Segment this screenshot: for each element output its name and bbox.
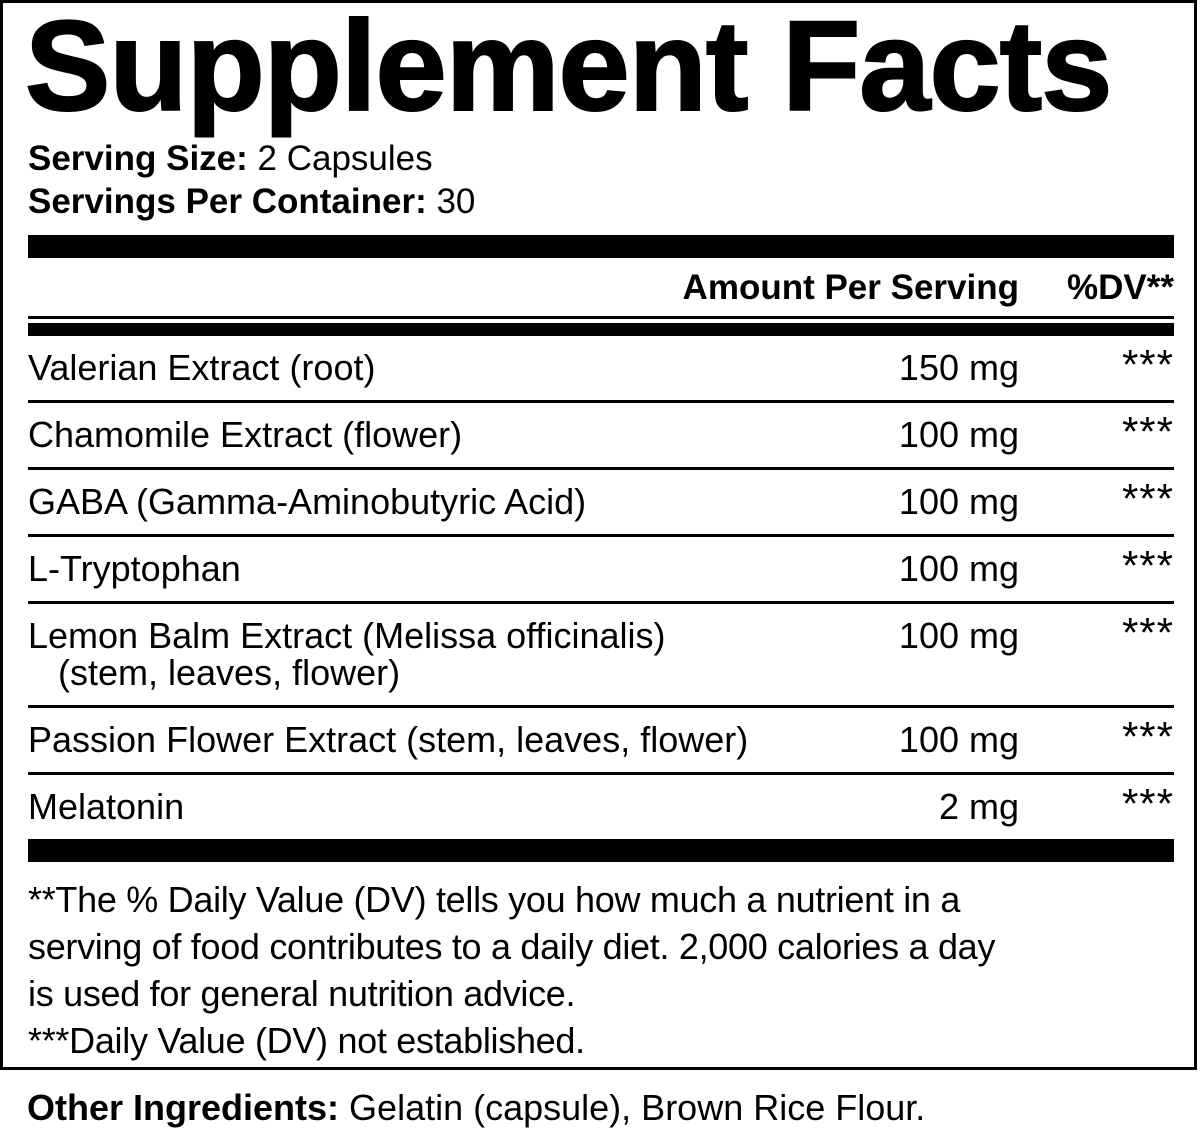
- divider-bar-top: [28, 235, 1174, 258]
- ingredient-dv: ***: [1121, 609, 1174, 656]
- other-ingredients-value: Gelatin (capsule), Brown Rice Flour.: [349, 1087, 926, 1128]
- table-row: GABA (Gamma-Aminobutyric Acid) 100 mg **…: [28, 470, 1174, 537]
- table-row: Melatonin 2 mg ***: [28, 775, 1174, 839]
- ingredient-name: Chamomile Extract (flower): [28, 416, 879, 453]
- ingredient-amount: 100 mg: [898, 414, 1019, 455]
- ingredient-dv: ***: [1121, 408, 1174, 455]
- ingredient-name-sub: (stem, leaves, flower): [58, 652, 401, 693]
- ingredient-name-text: L-Tryptophan: [28, 548, 241, 589]
- ingredient-amount: 100 mg: [898, 615, 1019, 656]
- table-row: Valerian Extract (root) 150 mg ***: [28, 336, 1174, 403]
- dv-not-established-note: ***Daily Value (DV) not established.: [28, 1020, 585, 1061]
- ingredient-name: Lemon Balm Extract (Melissa officinalis)…: [28, 617, 879, 691]
- serving-size-line: Serving Size: 2 Capsules: [28, 137, 1174, 180]
- divider-bar-header: [28, 323, 1174, 336]
- table-row: Passion Flower Extract (stem, leaves, fl…: [28, 708, 1174, 775]
- ingredient-name-text: Lemon Balm Extract (Melissa officinalis): [28, 615, 666, 656]
- ingredient-name-text: Melatonin: [28, 786, 185, 827]
- amount-per-serving-header: Amount Per Serving: [682, 268, 1019, 307]
- ingredient-name-text: Valerian Extract (root): [28, 347, 376, 388]
- ingredient-dv: ***: [1121, 341, 1174, 388]
- ingredient-table: Valerian Extract (root) 150 mg *** Chamo…: [28, 336, 1174, 839]
- ingredient-amount: 2 mg: [938, 786, 1019, 827]
- dv-footnote-line: is used for general nutrition advice.: [28, 973, 576, 1014]
- ingredient-name: Melatonin: [28, 788, 879, 825]
- other-ingredients-label: Other Ingredients:: [27, 1087, 340, 1128]
- servings-per-container-label: Servings Per Container:: [28, 182, 427, 221]
- ingredient-dv: ***: [1121, 713, 1174, 760]
- ingredient-amount: 100 mg: [898, 548, 1019, 589]
- table-header-row: Amount Per Serving %DV**: [28, 258, 1174, 319]
- ingredient-name: L-Tryptophan: [28, 550, 879, 587]
- table-row: L-Tryptophan 100 mg ***: [28, 537, 1174, 604]
- ingredient-name: GABA (Gamma-Aminobutyric Acid): [28, 483, 879, 520]
- percent-dv-header: %DV**: [1067, 268, 1174, 307]
- supplement-facts-panel: Supplement Facts Serving Size: 2 Capsule…: [0, 0, 1197, 1070]
- dv-footnote-line: **The % Daily Value (DV) tells you how m…: [28, 879, 961, 920]
- ingredient-name-text: GABA (Gamma-Aminobutyric Acid): [28, 481, 587, 522]
- ingredient-dv: ***: [1121, 475, 1174, 522]
- ingredient-dv: ***: [1121, 780, 1174, 827]
- ingredient-name-text: Chamomile Extract (flower): [28, 414, 463, 455]
- serving-size-value: 2 Capsules: [257, 139, 433, 178]
- divider-bar-bottom: [28, 839, 1174, 862]
- ingredient-name: Valerian Extract (root): [28, 349, 879, 386]
- table-row: Chamomile Extract (flower) 100 mg ***: [28, 403, 1174, 470]
- ingredient-amount: 100 mg: [898, 719, 1019, 760]
- other-ingredients-line: Other Ingredients: Gelatin (capsule), Br…: [27, 1086, 1200, 1130]
- servings-per-container-line: Servings Per Container: 30: [28, 180, 1174, 223]
- servings-per-container-value: 30: [436, 182, 476, 221]
- serving-size-label: Serving Size:: [28, 139, 248, 178]
- panel-title: Supplement Facts: [24, 0, 1113, 138]
- footnotes: **The % Daily Value (DV) tells you how m…: [28, 876, 1174, 1064]
- ingredient-dv: ***: [1121, 542, 1174, 589]
- ingredient-name: Passion Flower Extract (stem, leaves, fl…: [28, 721, 879, 758]
- ingredient-amount: 100 mg: [898, 481, 1019, 522]
- table-row: Lemon Balm Extract (Melissa officinalis)…: [28, 604, 1174, 708]
- ingredient-amount: 150 mg: [898, 347, 1019, 388]
- ingredient-name-text: Passion Flower Extract (stem, leaves, fl…: [28, 719, 749, 760]
- dv-footnote-line: serving of food contributes to a daily d…: [28, 926, 996, 967]
